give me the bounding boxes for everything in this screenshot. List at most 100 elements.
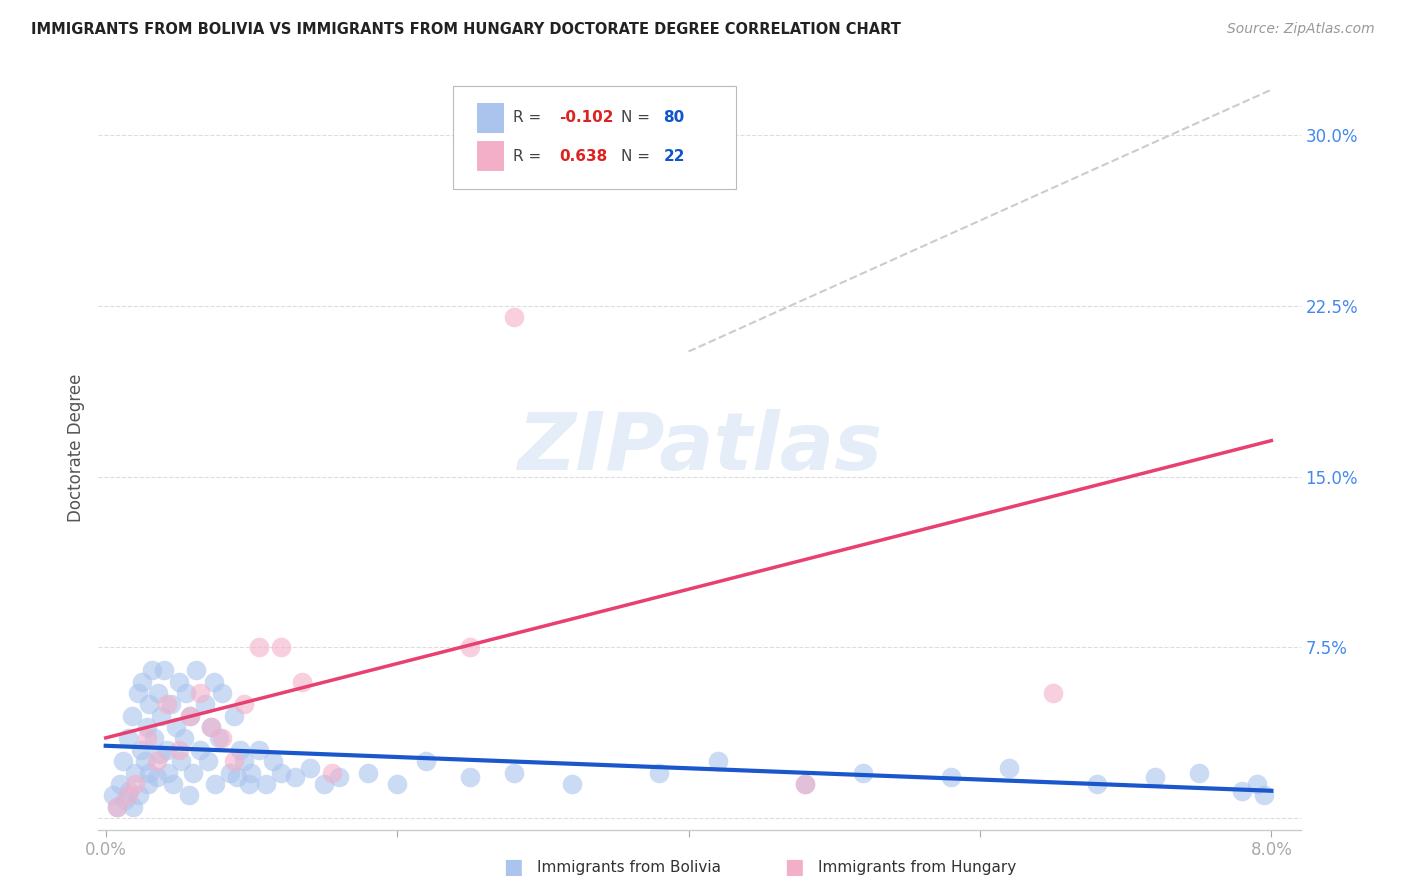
Point (184, 663, 207, 677)
Point (648, 162, 671, 177)
Point (218, 765, 240, 780)
Point (270, 765, 292, 780)
Point (142, 731, 165, 746)
Point (174, 686, 197, 700)
Point (222, 754, 245, 768)
Point (177, 789, 200, 803)
Point (233, 698, 256, 712)
Point (153, 663, 176, 677)
Point (225, 770, 247, 784)
Point (135, 720, 157, 734)
Point (122, 799, 145, 814)
Point (197, 754, 219, 768)
Text: ■: ■ (503, 857, 523, 877)
Text: 0.638: 0.638 (558, 149, 607, 163)
Point (160, 698, 183, 712)
Point (150, 708, 173, 723)
Point (117, 789, 139, 803)
Point (135, 731, 157, 746)
Point (121, 708, 143, 723)
Y-axis label: Doctorate Degree: Doctorate Degree (66, 374, 84, 523)
Point (146, 686, 169, 700)
Point (561, 777, 583, 791)
Bar (477, 141, 503, 171)
Text: 80: 80 (664, 111, 685, 126)
Point (145, 770, 167, 784)
Point (141, 663, 163, 677)
Point (190, 686, 212, 700)
Point (233, 754, 256, 768)
Point (298, 761, 321, 775)
Point (415, 754, 437, 768)
Text: 22: 22 (664, 149, 685, 163)
Text: ■: ■ (785, 857, 804, 877)
Point (101, 789, 124, 803)
Point (138, 765, 160, 780)
Point (1042, 686, 1064, 700)
Point (131, 674, 153, 689)
Point (794, 777, 817, 791)
Point (200, 720, 222, 734)
Point (204, 777, 226, 791)
Point (127, 686, 149, 700)
Point (939, 770, 962, 784)
Point (1187, 765, 1209, 780)
Point (240, 765, 263, 780)
Point (114, 793, 136, 807)
Point (385, 777, 408, 791)
Point (170, 754, 193, 768)
Point (162, 777, 184, 791)
Point (1253, 789, 1275, 803)
Point (229, 743, 252, 757)
Point (105, 799, 128, 814)
Point (105, 799, 128, 814)
Text: IMMIGRANTS FROM BOLIVIA VS IMMIGRANTS FROM HUNGARY DOCTORATE DEGREE CORRELATION : IMMIGRANTS FROM BOLIVIA VS IMMIGRANTS FR… (31, 22, 901, 37)
Point (502, 765, 524, 780)
Point (1085, 777, 1108, 791)
Point (202, 674, 225, 689)
Point (156, 743, 179, 757)
Point (1246, 777, 1268, 791)
Point (794, 777, 817, 791)
Point (357, 765, 380, 780)
Point (328, 770, 350, 784)
Text: R =: R = (513, 111, 547, 126)
Text: R =: R = (513, 149, 547, 163)
Point (998, 761, 1021, 775)
Point (124, 777, 146, 791)
Point (138, 698, 160, 712)
Point (167, 674, 190, 689)
Point (173, 731, 195, 746)
Point (145, 754, 167, 768)
Point (112, 754, 135, 768)
Point (129, 743, 152, 757)
Point (706, 754, 728, 768)
Point (254, 777, 277, 791)
Point (149, 747, 172, 762)
Point (157, 765, 180, 780)
Point (117, 731, 139, 746)
Point (262, 754, 284, 768)
Text: -0.102: -0.102 (558, 111, 613, 126)
Point (200, 720, 222, 734)
Point (156, 698, 179, 712)
Point (247, 640, 270, 655)
Point (118, 784, 141, 798)
Point (208, 731, 231, 746)
Point (648, 765, 671, 780)
Point (321, 765, 343, 780)
Point (458, 640, 481, 655)
Text: Immigrants from Bolivia: Immigrants from Bolivia (537, 860, 721, 874)
Point (270, 640, 292, 655)
Point (124, 765, 146, 780)
Point (165, 720, 187, 734)
Point (211, 731, 233, 746)
Point (458, 770, 481, 784)
Text: N =: N = (621, 149, 655, 163)
Text: Immigrants from Hungary: Immigrants from Hungary (818, 860, 1017, 874)
Point (238, 777, 260, 791)
Point (1232, 784, 1254, 798)
Bar (477, 103, 503, 133)
Text: Source: ZipAtlas.com: Source: ZipAtlas.com (1227, 22, 1375, 37)
Point (167, 743, 190, 757)
